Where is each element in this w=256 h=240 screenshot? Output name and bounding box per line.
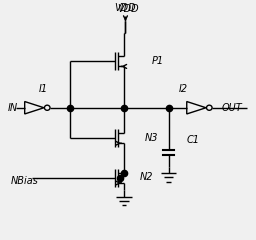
Text: OUT: OUT: [222, 103, 242, 113]
Text: I1: I1: [39, 84, 48, 94]
Text: VDD: VDD: [115, 3, 136, 13]
Text: N3: N3: [144, 133, 158, 143]
Text: IN: IN: [8, 103, 18, 113]
Text: NBias: NBias: [10, 176, 38, 186]
Text: P1: P1: [152, 56, 164, 66]
Text: N2: N2: [140, 172, 153, 182]
Text: I2: I2: [179, 84, 188, 94]
Text: VDD: VDD: [117, 4, 139, 14]
Text: C1: C1: [186, 135, 199, 145]
